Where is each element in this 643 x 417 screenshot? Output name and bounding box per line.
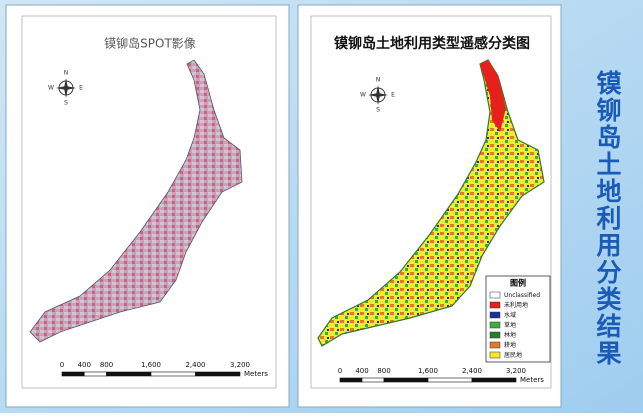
scale-segment <box>195 371 241 377</box>
compass-label: N <box>64 70 69 77</box>
island <box>29 59 243 343</box>
legend-label: 林地 <box>504 331 516 339</box>
map-frame <box>21 15 277 389</box>
scale-segment <box>471 377 517 383</box>
legend-label: 居民地 <box>504 351 522 359</box>
scale-label: 1,600 <box>141 361 161 369</box>
legend-swatch <box>489 291 501 299</box>
scale-label: 3,200 <box>230 361 250 369</box>
scale-label: 1,600 <box>418 367 438 375</box>
legend-label: Unclassified <box>504 292 540 299</box>
scale-label: 2,400 <box>462 367 482 375</box>
scale-label: 0 <box>338 367 342 375</box>
scale-label: 0 <box>60 361 64 369</box>
legend-swatch <box>489 301 501 309</box>
compass-star <box>56 86 76 90</box>
scale-segment <box>61 371 85 377</box>
scale-label: 3,200 <box>506 367 526 375</box>
compass: N E S W <box>48 70 83 107</box>
legend-swatch <box>489 351 501 359</box>
map-frame <box>310 15 552 389</box>
compass: N E S W <box>360 77 395 114</box>
legend-box <box>485 275 551 363</box>
compass-star <box>368 93 388 97</box>
compass-label: E <box>79 85 83 92</box>
scale-segment <box>427 377 473 383</box>
compass-label: E <box>391 92 395 99</box>
compass-label: S <box>64 100 68 107</box>
legend-label: 耕地 <box>504 341 516 349</box>
scale-label: 400 <box>355 367 368 375</box>
map-title: 镆铆岛土地利用类型遥感分类图 <box>334 35 530 52</box>
scale-segment <box>83 371 107 377</box>
legend-swatch <box>489 341 501 349</box>
slide-title-text: 镆铆岛土地利用分类结果 <box>593 70 622 367</box>
scale-label: 800 <box>377 367 390 375</box>
legend-label: 水域 <box>504 311 516 319</box>
compass-label: W <box>360 92 366 99</box>
legend-title: 图例 <box>510 278 526 288</box>
scale-label: 800 <box>100 361 113 369</box>
unused-land <box>480 60 506 132</box>
compass-label: S <box>376 107 380 114</box>
compass-label: N <box>376 77 381 84</box>
legend-swatch <box>489 311 501 319</box>
map-panel <box>5 4 290 408</box>
scale-segment <box>383 377 429 383</box>
scale-label: 400 <box>78 361 91 369</box>
compass-label: W <box>48 85 54 92</box>
map-title: 镆铆岛SPOT影像 <box>104 36 196 51</box>
scale-segment <box>361 377 385 383</box>
legend-label: 未利用地 <box>504 301 528 309</box>
legend-swatch <box>489 331 501 339</box>
scale-label: 2,400 <box>185 361 205 369</box>
scale-segment <box>106 371 152 377</box>
scale-unit: Meters <box>244 370 268 378</box>
slide-title: 镆铆岛土地利用分类结果 <box>593 70 622 367</box>
scale-segment <box>150 371 196 377</box>
scale-unit: Meters <box>520 376 544 384</box>
island <box>317 59 545 347</box>
legend-swatch <box>489 321 501 329</box>
scale-segment <box>339 377 363 383</box>
legend-label: 草地 <box>504 321 516 329</box>
